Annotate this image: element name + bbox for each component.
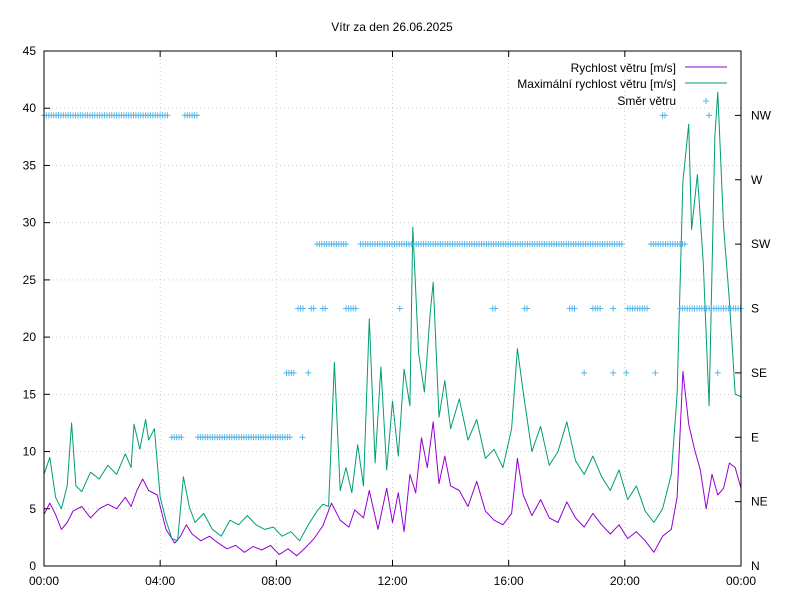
y2-tick-label: N <box>751 559 760 573</box>
y-tick-label: 15 <box>23 387 37 401</box>
legend-label-direction: Směr větru <box>617 94 676 108</box>
direction-marker <box>343 241 350 248</box>
plot-frame <box>43 50 742 567</box>
y2-tick-label: SE <box>751 366 767 380</box>
y-tick-label: 45 <box>23 44 37 58</box>
direction-marker <box>352 305 359 312</box>
y-tick-label: 35 <box>23 158 37 172</box>
direction-marker <box>571 305 578 312</box>
y2-tick-label: E <box>751 430 759 444</box>
direction-marker <box>681 241 688 248</box>
x-tick-label: 04:00 <box>145 574 175 588</box>
direction-marker <box>737 305 744 312</box>
legend-label-speed: Rychlost větru [m/s] <box>571 61 676 75</box>
direction-marker <box>714 369 721 376</box>
y-tick-label: 10 <box>23 445 37 459</box>
y2-tick-label: SW <box>751 237 771 251</box>
direction-marker <box>178 434 185 441</box>
chart-title: Vítr za den 26.06.2025 <box>331 20 453 34</box>
plot-series <box>41 91 744 557</box>
direction-marker <box>652 369 659 376</box>
direction-marker <box>492 305 499 312</box>
x-tick-label: 12:00 <box>377 574 407 588</box>
y2-tick-label: S <box>751 302 759 316</box>
direction-marker <box>299 434 306 441</box>
y-tick-label: 30 <box>23 216 37 230</box>
direction-marker <box>193 112 200 119</box>
x-tick-label: 20:00 <box>610 574 640 588</box>
direction-marker <box>286 434 293 441</box>
legend-label-max-speed: Maximální rychlost větru [m/s] <box>517 77 676 91</box>
y-tick-label: 0 <box>29 559 36 573</box>
direction-marker <box>706 112 713 119</box>
direction-marker <box>310 305 317 312</box>
axis-labels: 0 5 10 15 20 25 30 35 40 45 00:00 04:00 08:00 12:00 16… <box>23 44 772 588</box>
y-tick-label: 5 <box>29 502 36 516</box>
x-tick-label: 16:00 <box>494 574 524 588</box>
direction-marker <box>322 305 329 312</box>
direction-marker <box>299 305 306 312</box>
direction-marker <box>644 305 651 312</box>
series-line-max-wind-speed <box>43 91 742 542</box>
direction-marker <box>610 369 617 376</box>
direction-marker <box>623 369 630 376</box>
legend-swatch-direction <box>703 98 709 104</box>
y2-tick-label: W <box>751 173 763 187</box>
direction-marker <box>524 305 531 312</box>
series-line-wind-speed <box>43 370 742 557</box>
direction-marker <box>618 241 625 248</box>
direction-marker <box>610 305 617 312</box>
direction-marker <box>164 112 171 119</box>
y-tick-label: 40 <box>23 101 37 115</box>
legend-direction-marker <box>703 98 709 104</box>
direction-marker <box>290 369 297 376</box>
y-tick-label: 20 <box>23 330 37 344</box>
grid <box>44 51 741 566</box>
y2-tick-label: NW <box>751 108 772 122</box>
direction-marker <box>396 305 403 312</box>
direction-marker <box>597 305 604 312</box>
direction-marker <box>581 369 588 376</box>
direction-marker <box>662 112 669 119</box>
legend: Rychlost větru [m/s] Maximální rychlost … <box>517 61 727 108</box>
x-tick-label: 00:00 <box>29 574 59 588</box>
x-tick-label: 08:00 <box>261 574 291 588</box>
x-tick-label: 00:00 <box>726 574 756 588</box>
y-tick-label: 25 <box>23 273 37 287</box>
direction-marker <box>305 369 312 376</box>
y2-tick-label: NE <box>751 495 768 509</box>
